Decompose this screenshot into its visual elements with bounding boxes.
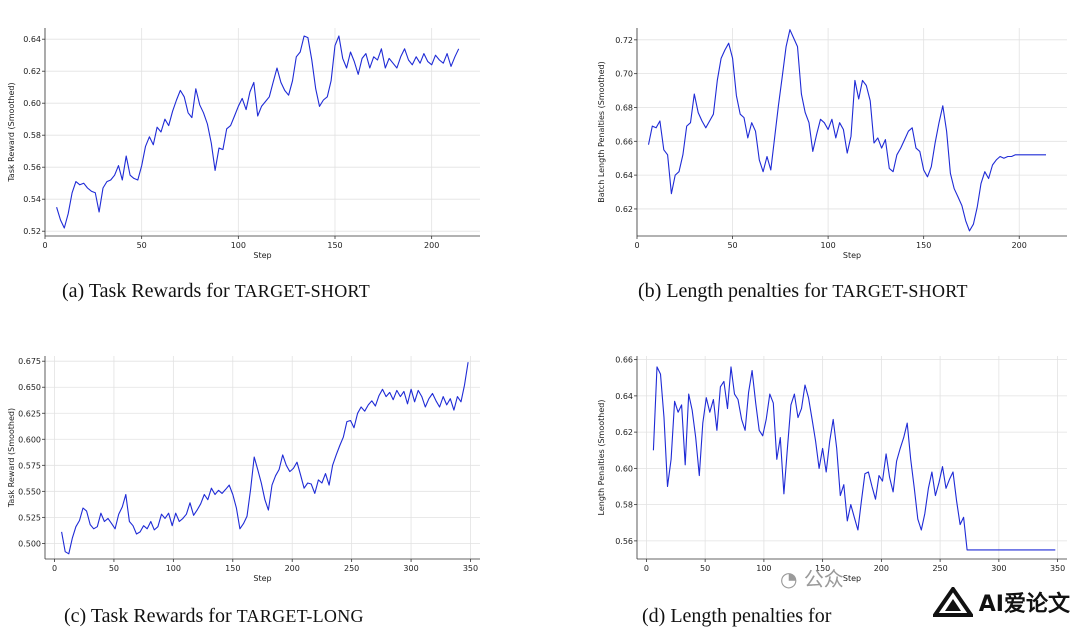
series-line <box>647 29 1046 232</box>
y-tick-label: 0.54 <box>23 195 41 204</box>
x-axis-label: Step <box>843 251 861 260</box>
y-tick-label: 0.575 <box>18 461 41 470</box>
series-line <box>652 366 1056 551</box>
x-tick-label: 150 <box>815 564 830 573</box>
y-axis-label: Length Penalties (Smoothed) <box>597 400 606 516</box>
x-tick-label: 350 <box>1050 564 1065 573</box>
x-tick-label: 50 <box>109 564 119 573</box>
x-tick-label: 50 <box>700 564 710 573</box>
x-tick-label: 200 <box>424 241 439 250</box>
x-tick-label: 0 <box>634 241 639 250</box>
chart-c: 0 50 100 150 200 250 300 350 0.500 0.525 0.550 0.57… <box>7 356 480 583</box>
y-tick-label: 0.550 <box>18 487 41 496</box>
y-axis-label: Batch Length Penalties (Smoothed) <box>597 61 606 202</box>
x-tick-label: 250 <box>932 564 947 573</box>
y-tick-label: 0.500 <box>18 539 41 548</box>
y-tick-label: 0.650 <box>18 383 41 392</box>
y-tick-label: 0.60 <box>23 99 41 108</box>
x-tick-label: 200 <box>285 564 300 573</box>
y-tick-label: 0.52 <box>23 227 41 236</box>
x-axis-label: Step <box>253 574 271 583</box>
chart-d: 0 50 100 150 200 250 300 350 0.56 0.58 0.60 0.62 0.6… <box>597 356 1067 583</box>
x-axis-label: Step <box>843 574 861 583</box>
y-tick-label: 0.70 <box>615 70 633 79</box>
x-tick-label: 100 <box>231 241 246 250</box>
y-tick-label: 0.66 <box>615 137 633 146</box>
x-tick-label: 100 <box>166 564 181 573</box>
x-tick-label: 150 <box>916 241 931 250</box>
caption-d: (d) Length penalties for <box>642 605 832 627</box>
y-tick-label: 0.64 <box>615 392 633 401</box>
x-tick-label: 150 <box>327 241 342 250</box>
x-tick-label: 100 <box>820 241 835 250</box>
y-tick-label: 0.72 <box>615 36 633 45</box>
x-tick-label: 200 <box>1012 241 1027 250</box>
x-axis-label: Step <box>253 251 271 260</box>
x-tick-label: 0 <box>42 241 47 250</box>
wechat-icon: ◔ <box>780 567 798 591</box>
series-line <box>61 362 469 555</box>
watermark-logo: AI爱论文 <box>932 586 1070 618</box>
x-tick-label: 50 <box>727 241 737 250</box>
y-tick-label: 0.66 <box>615 356 633 365</box>
y-tick-label: 0.58 <box>23 131 41 140</box>
y-tick-label: 0.60 <box>615 464 633 473</box>
y-tick-label: 0.62 <box>23 67 41 76</box>
chart-a: 0 50 100 150 200 0.52 0.54 0.56 0.58 0.60 0.62 0.64… <box>7 28 480 260</box>
x-tick-label: 250 <box>344 564 359 573</box>
y-tick-label: 0.56 <box>23 163 41 172</box>
y-tick-label: 0.64 <box>615 171 633 180</box>
x-tick-label: 300 <box>403 564 418 573</box>
y-axis-label: Task Reward (Smoothed) <box>7 82 16 182</box>
y-tick-label: 0.525 <box>18 513 41 522</box>
y-tick-label: 0.62 <box>615 205 633 214</box>
y-tick-label: 0.675 <box>18 357 41 366</box>
y-tick-label: 0.64 <box>23 35 41 44</box>
x-tick-label: 50 <box>137 241 147 250</box>
x-tick-label: 300 <box>991 564 1006 573</box>
wechat-watermark: ◔ 公众 <box>780 567 844 591</box>
x-tick-label: 350 <box>463 564 478 573</box>
x-tick-label: 200 <box>874 564 889 573</box>
y-tick-label: 0.58 <box>615 501 633 510</box>
caption-c: (c) Task Rewards for TARGET-LONG <box>64 605 364 627</box>
y-axis-label: Task Reward (Smoothed) <box>7 408 16 508</box>
y-tick-label: 0.62 <box>615 428 633 437</box>
y-tick-label: 0.68 <box>615 103 633 112</box>
logo-diamond-icon <box>932 587 973 617</box>
x-tick-label: 100 <box>756 564 771 573</box>
y-tick-label: 0.625 <box>18 409 41 418</box>
caption-b: (b) Length penalties for TARGET-SHORT <box>638 280 968 302</box>
x-tick-label: 0 <box>52 564 57 573</box>
x-tick-label: 0 <box>644 564 649 573</box>
y-tick-label: 0.600 <box>18 435 41 444</box>
y-tick-label: 0.56 <box>615 537 633 546</box>
x-tick-label: 150 <box>225 564 240 573</box>
caption-a: (a) Task Rewards for TARGET-SHORT <box>62 280 371 302</box>
chart-b: 0 50 100 150 200 0.62 0.64 0.66 0.68 0.70 0.72 Step… <box>597 28 1067 260</box>
